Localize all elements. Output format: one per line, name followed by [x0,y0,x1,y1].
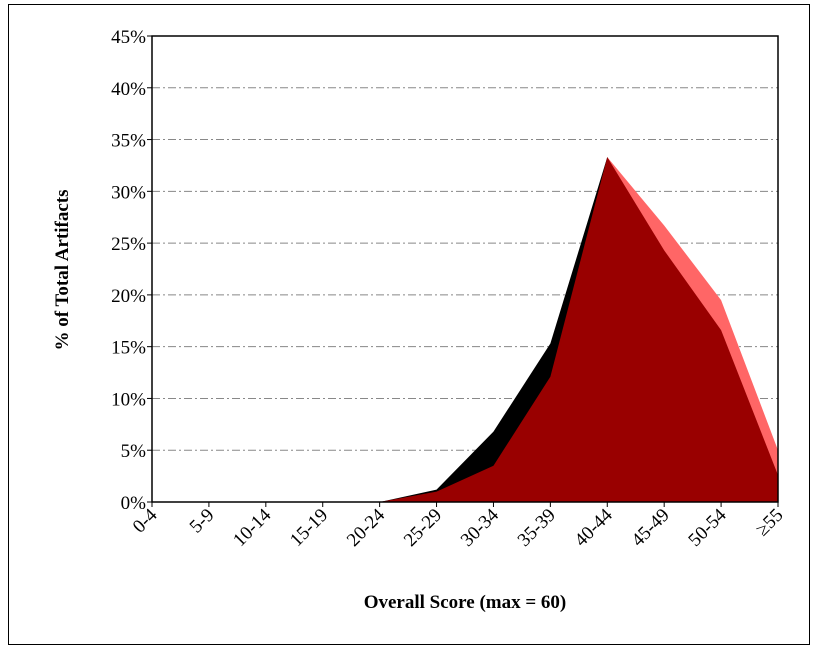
plot-border [151,35,779,503]
y-tick-label: 15% [111,338,146,359]
x-axis-title: Overall Score (max = 60) [364,592,567,613]
y-tick-label: 25% [111,234,146,255]
y-tick-label: 45% [111,27,146,48]
y-tick-label: 20% [111,286,146,307]
y-tick-label: 40% [111,79,146,100]
y-tick-label: 35% [111,131,146,152]
y-tick-label: 30% [111,182,146,203]
y-tick-label: 0% [121,493,147,514]
y-tick-label: 10% [111,389,146,410]
y-axis-title: % of Total Artifacts [52,190,73,351]
area [152,157,778,502]
y-tick-label: 5% [121,441,147,462]
